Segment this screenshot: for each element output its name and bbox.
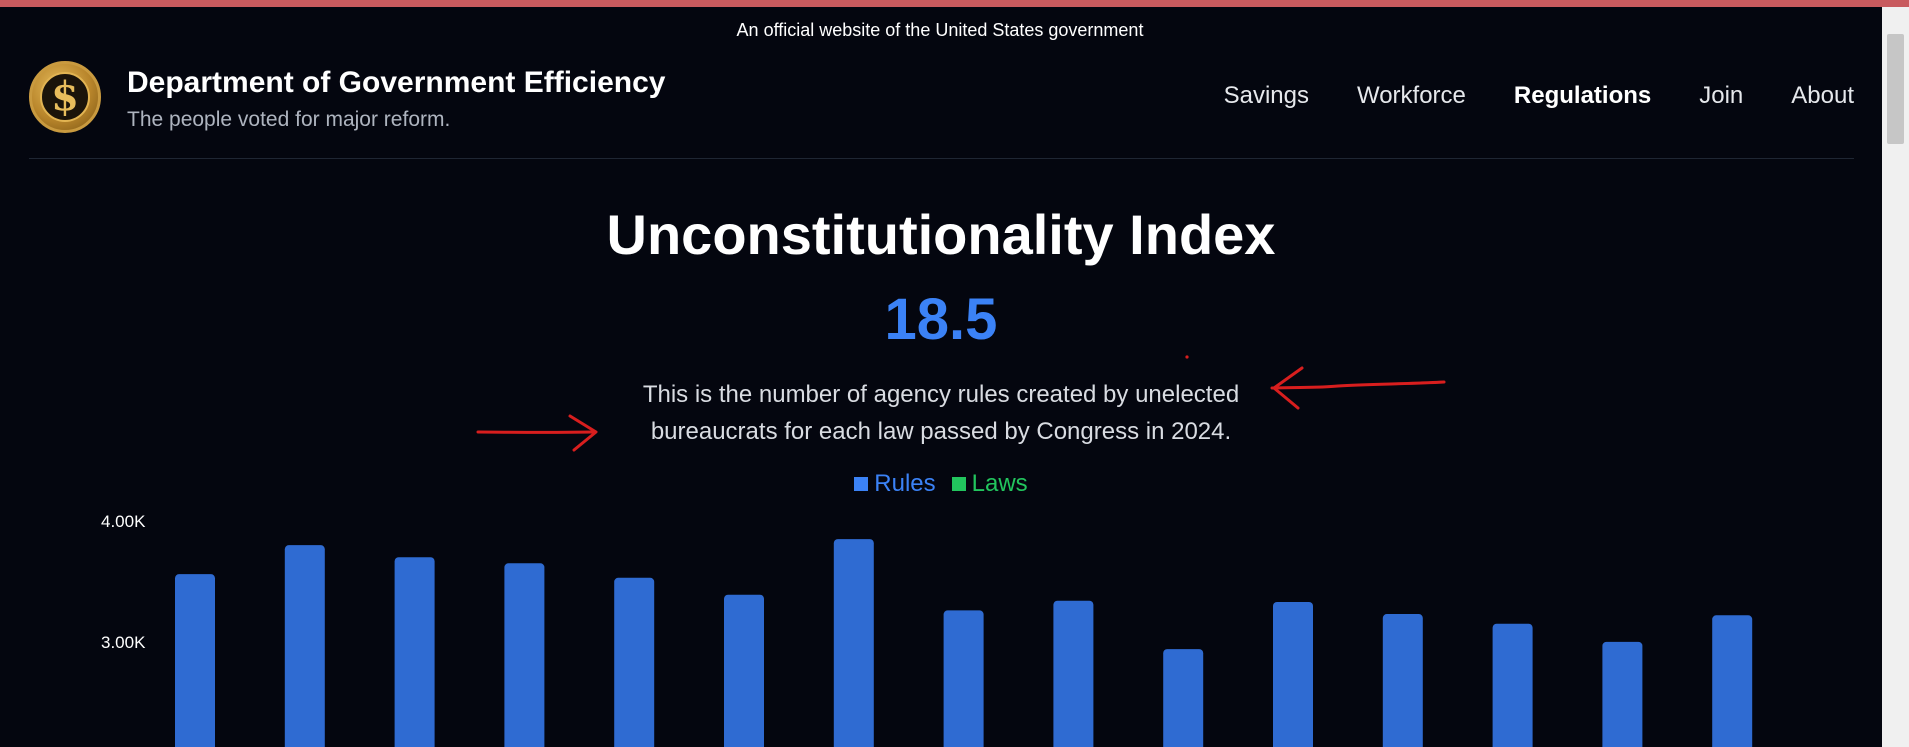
rules-bar[interactable] <box>724 594 764 747</box>
chart-legend: Rules Laws <box>0 470 1882 498</box>
nav-workforce[interactable]: Workforce <box>1356 82 1466 109</box>
rules-bar[interactable] <box>1602 641 1643 747</box>
rules-bar[interactable] <box>284 545 325 747</box>
legend-swatch-rules <box>854 477 869 491</box>
red-arrow-left-annotation <box>1270 366 1446 410</box>
dollar-sign-icon: $ <box>40 72 90 122</box>
rules-bar[interactable] <box>175 574 215 747</box>
index-description: This is the number of agency rules creat… <box>642 381 1240 445</box>
legend-item-laws[interactable]: Laws <box>951 470 1028 498</box>
site-title[interactable]: Department of Government Efficiency <box>127 66 666 99</box>
rules-bar[interactable] <box>1712 615 1753 747</box>
red-dot-annotation <box>1185 355 1189 359</box>
dollar-seal-icon[interactable]: $ <box>29 61 101 133</box>
y-axis-ticks: 4.00K 3.00K <box>101 512 146 652</box>
index-value: 18.5 <box>884 287 998 352</box>
page-scrollbar[interactable] <box>1882 7 1909 747</box>
rules-bar[interactable] <box>614 577 655 747</box>
nav-join[interactable]: Join <box>1699 82 1744 109</box>
nav-about[interactable]: About <box>1791 82 1854 109</box>
rules-bars <box>175 539 1753 747</box>
index-title: Unconstitutionality Index <box>606 203 1276 266</box>
rules-bar[interactable] <box>1273 601 1313 747</box>
y-tick-label: 4.00K <box>101 512 146 531</box>
nav-savings[interactable]: Savings <box>1223 82 1309 109</box>
legend-swatch-laws <box>951 477 966 491</box>
legend-label-laws: Laws <box>971 470 1028 497</box>
site-header: $ Department of Government Efficiency Th… <box>29 58 1854 158</box>
rules-bar[interactable] <box>833 539 874 747</box>
legend-label-rules: Rules <box>874 470 936 497</box>
header-divider <box>29 158 1854 159</box>
official-gov-banner: An official website of the United States… <box>736 20 1144 40</box>
legend-item-rules[interactable]: Rules <box>854 470 936 498</box>
main-nav: Savings Workforce Regulations Join About <box>1224 82 1854 110</box>
top-accent-stripe <box>0 0 1909 7</box>
rules-bar[interactable] <box>1163 649 1204 747</box>
rules-bar[interactable] <box>1492 623 1533 747</box>
scrollbar-thumb[interactable] <box>1887 34 1904 144</box>
rules-bar[interactable] <box>394 557 435 747</box>
rules-bar[interactable] <box>1053 600 1094 747</box>
rules-bar[interactable] <box>943 610 984 747</box>
rules-bar[interactable] <box>1382 614 1423 747</box>
red-arrow-right-annotation <box>476 414 598 452</box>
site-tagline: The people voted for major reform. <box>127 108 451 131</box>
y-tick-label: 3.00K <box>101 633 146 652</box>
nav-regulations[interactable]: Regulations <box>1513 82 1652 109</box>
rules-bar[interactable] <box>504 563 545 747</box>
